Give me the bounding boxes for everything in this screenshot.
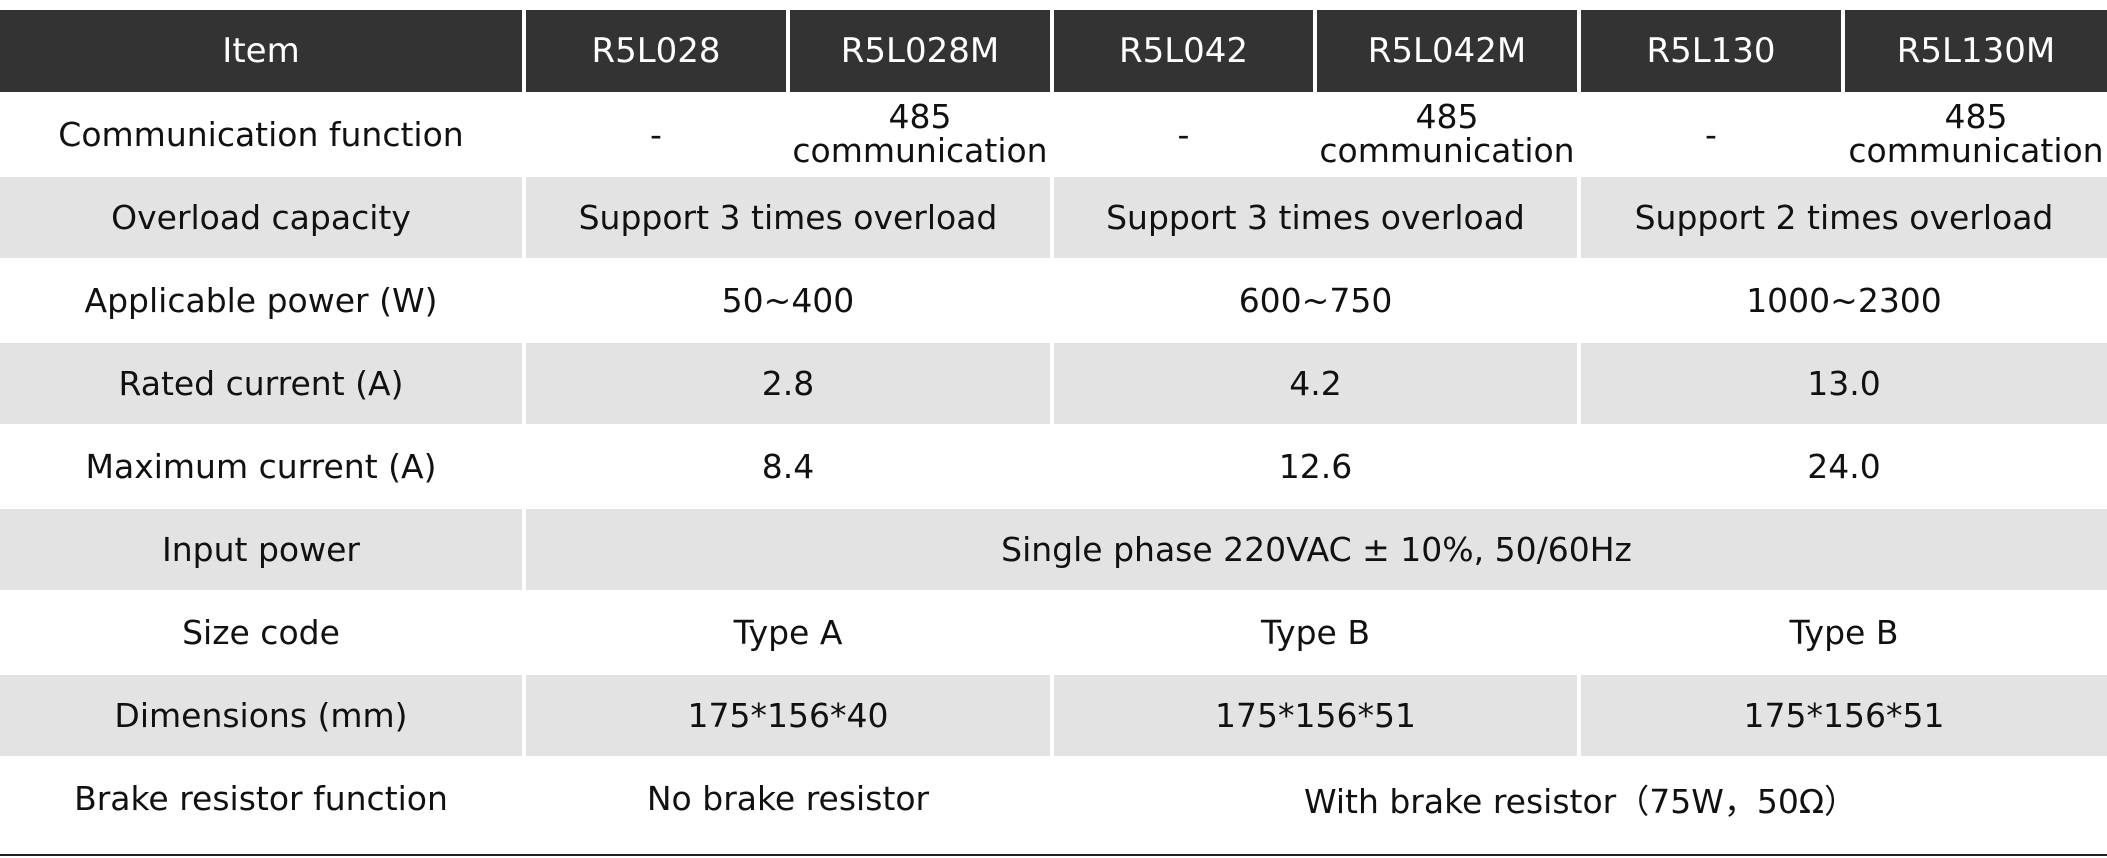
table-cell-line: 485: [1415, 96, 1479, 136]
table-cell: Support 2 times overload: [1577, 175, 2107, 260]
table-cell: 2.8: [522, 341, 1054, 426]
table-cell-text: 485 communication: [1319, 96, 1575, 170]
row-label: Overload capacity: [0, 175, 526, 260]
table-row-brake-resistor: Brake resistor function No brake resisto…: [0, 756, 2107, 841]
header-r5l042m: R5L042M: [1313, 8, 1581, 94]
table-cell: Type B: [1577, 590, 2107, 675]
table-cell: 175*156*51: [1050, 673, 1581, 758]
row-label: Maximum current (A): [0, 424, 526, 509]
row-label: Rated current (A): [0, 341, 526, 426]
table-cell-line: 485: [888, 96, 952, 136]
row-label: Communication function: [0, 92, 526, 177]
table-cell-line: communication: [792, 130, 1048, 170]
table-cell: Support 3 times overload: [522, 175, 1054, 260]
table-row-communication: Communication function - 485 communicati…: [0, 92, 2107, 177]
header-row: Item R5L028 R5L028M R5L042 R5L042M R5L13…: [0, 8, 2107, 94]
bottom-rule: [0, 854, 2107, 856]
table-cell: Single phase 220VAC ± 10%, 50/60Hz: [522, 507, 2107, 592]
table-cell: -: [1050, 92, 1317, 177]
header-item: Item: [0, 8, 526, 94]
table-row-applicable-power: Applicable power (W) 50~400 600~750 1000…: [0, 258, 2107, 343]
table-row-input-power: Input power Single phase 220VAC ± 10%, 5…: [0, 507, 2107, 592]
table-cell-text: 485 communication: [792, 96, 1048, 170]
table-cell: 485 communication: [786, 92, 1054, 177]
table-row-dimensions: Dimensions (mm) 175*156*40 175*156*51 17…: [0, 673, 2107, 758]
table-cell: Support 3 times overload: [1050, 175, 1581, 260]
row-label: Dimensions (mm): [0, 673, 526, 758]
table-row-max-current: Maximum current (A) 8.4 12.6 24.0: [0, 424, 2107, 509]
table-row-size-code: Size code Type A Type B Type B: [0, 590, 2107, 675]
table-cell: 175*156*40: [522, 673, 1054, 758]
table-cell: 1000~2300: [1577, 258, 2107, 343]
header-r5l028m: R5L028M: [786, 8, 1054, 94]
header-r5l130: R5L130: [1577, 8, 1845, 94]
table-cell: 485 communication: [1313, 92, 1581, 177]
table-cell: 4.2: [1050, 341, 1581, 426]
row-label: Input power: [0, 507, 526, 592]
table-cell: Type B: [1050, 590, 1581, 675]
table-cell: Type A: [522, 590, 1054, 675]
table-cell: 175*156*51: [1577, 673, 2107, 758]
table-cell-line: 485: [1944, 96, 2008, 136]
table-cell: 600~750: [1050, 258, 1581, 343]
table-cell: 13.0: [1577, 341, 2107, 426]
table-cell: 50~400: [522, 258, 1054, 343]
table-cell-line: communication: [1319, 130, 1575, 170]
table-row-overload: Overload capacity Support 3 times overlo…: [0, 175, 2107, 260]
spec-table: Item R5L028 R5L028M R5L042 R5L042M R5L13…: [0, 8, 2107, 841]
row-label: Applicable power (W): [0, 258, 526, 343]
table-cell: 12.6: [1050, 424, 1581, 509]
row-label: Brake resistor function: [0, 756, 526, 841]
header-r5l130m: R5L130M: [1841, 8, 2107, 94]
header-r5l028: R5L028: [522, 8, 790, 94]
table-cell: 485 communication: [1841, 92, 2107, 177]
table-cell: With brake resistor（75W，50Ω）: [1050, 756, 2107, 841]
table-cell: No brake resistor: [522, 756, 1054, 841]
table-row-rated-current: Rated current (A) 2.8 4.2 13.0: [0, 341, 2107, 426]
table-cell: 24.0: [1577, 424, 2107, 509]
table-cell: -: [1577, 92, 1845, 177]
table-cell: -: [522, 92, 790, 177]
row-label: Size code: [0, 590, 526, 675]
table-cell-line: communication: [1848, 130, 2104, 170]
header-r5l042: R5L042: [1050, 8, 1317, 94]
table-cell-text: 485 communication: [1848, 96, 2104, 170]
table-cell: 8.4: [522, 424, 1054, 509]
